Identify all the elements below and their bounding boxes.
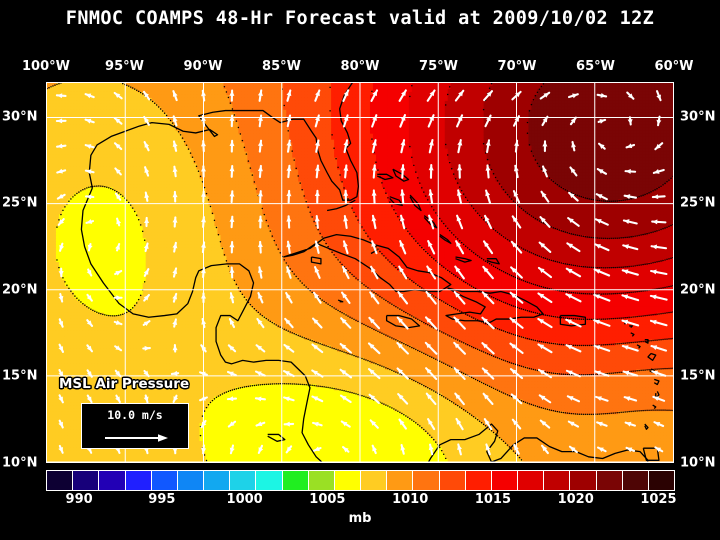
colorbar-segment bbox=[204, 471, 230, 490]
wind-scale-label: 10.0 m/s bbox=[82, 408, 188, 422]
wind-scale-legend: 10.0 m/s bbox=[81, 403, 189, 449]
colorbar-segment bbox=[466, 471, 492, 490]
lat-tick-label-left: 10°N bbox=[2, 456, 37, 471]
arrow-right-icon bbox=[104, 433, 168, 443]
lon-tick-label: 65°W bbox=[576, 59, 615, 74]
colorbar-segment bbox=[335, 471, 361, 490]
colorbar-segment bbox=[256, 471, 282, 490]
lat-tick-label-left: 20°N bbox=[2, 282, 37, 297]
colorbar-segment bbox=[73, 471, 99, 490]
colorbar-segment bbox=[178, 471, 204, 490]
colorbar-tick-label: 995 bbox=[148, 492, 175, 507]
lat-tick-label-right: 20°N bbox=[680, 282, 715, 297]
colorbar-segment bbox=[387, 471, 413, 490]
lat-tick-label-left: 25°N bbox=[2, 196, 37, 211]
lon-tick-label: 90°W bbox=[184, 59, 223, 74]
colorbar-segment bbox=[47, 471, 73, 490]
colorbar-segment bbox=[440, 471, 466, 490]
colorbar-segment bbox=[309, 471, 335, 490]
lon-tick-label: 85°W bbox=[262, 59, 301, 74]
lon-tick-label: 75°W bbox=[419, 59, 458, 74]
lat-tick-label-left: 15°N bbox=[2, 369, 37, 384]
colorbar-segment bbox=[99, 471, 125, 490]
colorbar-tick-label: 1005 bbox=[309, 492, 345, 507]
lon-tick-label: 60°W bbox=[655, 59, 694, 74]
page-title: FNMOC COAMPS 48-Hr Forecast valid at 200… bbox=[0, 8, 720, 29]
colorbar-segment bbox=[518, 471, 544, 490]
map-plot-area[interactable]: MSL Air Pressure 10.0 m/s bbox=[46, 82, 674, 463]
colorbar-segment bbox=[152, 471, 178, 490]
colorbar-unit-label: mb bbox=[0, 511, 720, 526]
colorbar-segment bbox=[649, 471, 674, 490]
colorbar-segment bbox=[230, 471, 256, 490]
lon-tick-label: 100°W bbox=[22, 59, 70, 74]
longitude-axis: 100°W 95°W 90°W 85°W 80°W 75°W 70°W 65°W 60°W bbox=[0, 59, 720, 77]
lat-tick-label-right: 30°N bbox=[680, 109, 715, 124]
colorbar-segment bbox=[597, 471, 623, 490]
colorbar-segment bbox=[570, 471, 596, 490]
colorbar-ticks: 990 995 1000 1005 1010 1015 1020 1025 bbox=[0, 492, 720, 510]
lon-tick-label: 70°W bbox=[498, 59, 537, 74]
lat-tick-label-right: 10°N bbox=[680, 456, 715, 471]
lon-tick-label: 80°W bbox=[341, 59, 380, 74]
colorbar-tick-label: 1000 bbox=[227, 492, 263, 507]
colorbar-tick-label: 1010 bbox=[392, 492, 428, 507]
colorbar-segment bbox=[623, 471, 649, 490]
colorbar-segment bbox=[361, 471, 387, 490]
lon-tick-label: 95°W bbox=[105, 59, 144, 74]
colorbar-segment bbox=[413, 471, 439, 490]
colorbar bbox=[46, 470, 675, 491]
lat-tick-label-left: 30°N bbox=[2, 109, 37, 124]
colorbar-tick-label: 1025 bbox=[640, 492, 676, 507]
colorbar-segment bbox=[126, 471, 152, 490]
lat-tick-label-right: 25°N bbox=[680, 196, 715, 211]
colorbar-tick-label: 1020 bbox=[558, 492, 594, 507]
colorbar-tick-label: 990 bbox=[66, 492, 93, 507]
colorbar-segment bbox=[492, 471, 518, 490]
field-label: MSL Air Pressure bbox=[59, 376, 189, 392]
lat-tick-label-right: 15°N bbox=[680, 369, 715, 384]
colorbar-segment bbox=[283, 471, 309, 490]
colorbar-segment bbox=[544, 471, 570, 490]
colorbar-tick-label: 1015 bbox=[475, 492, 511, 507]
